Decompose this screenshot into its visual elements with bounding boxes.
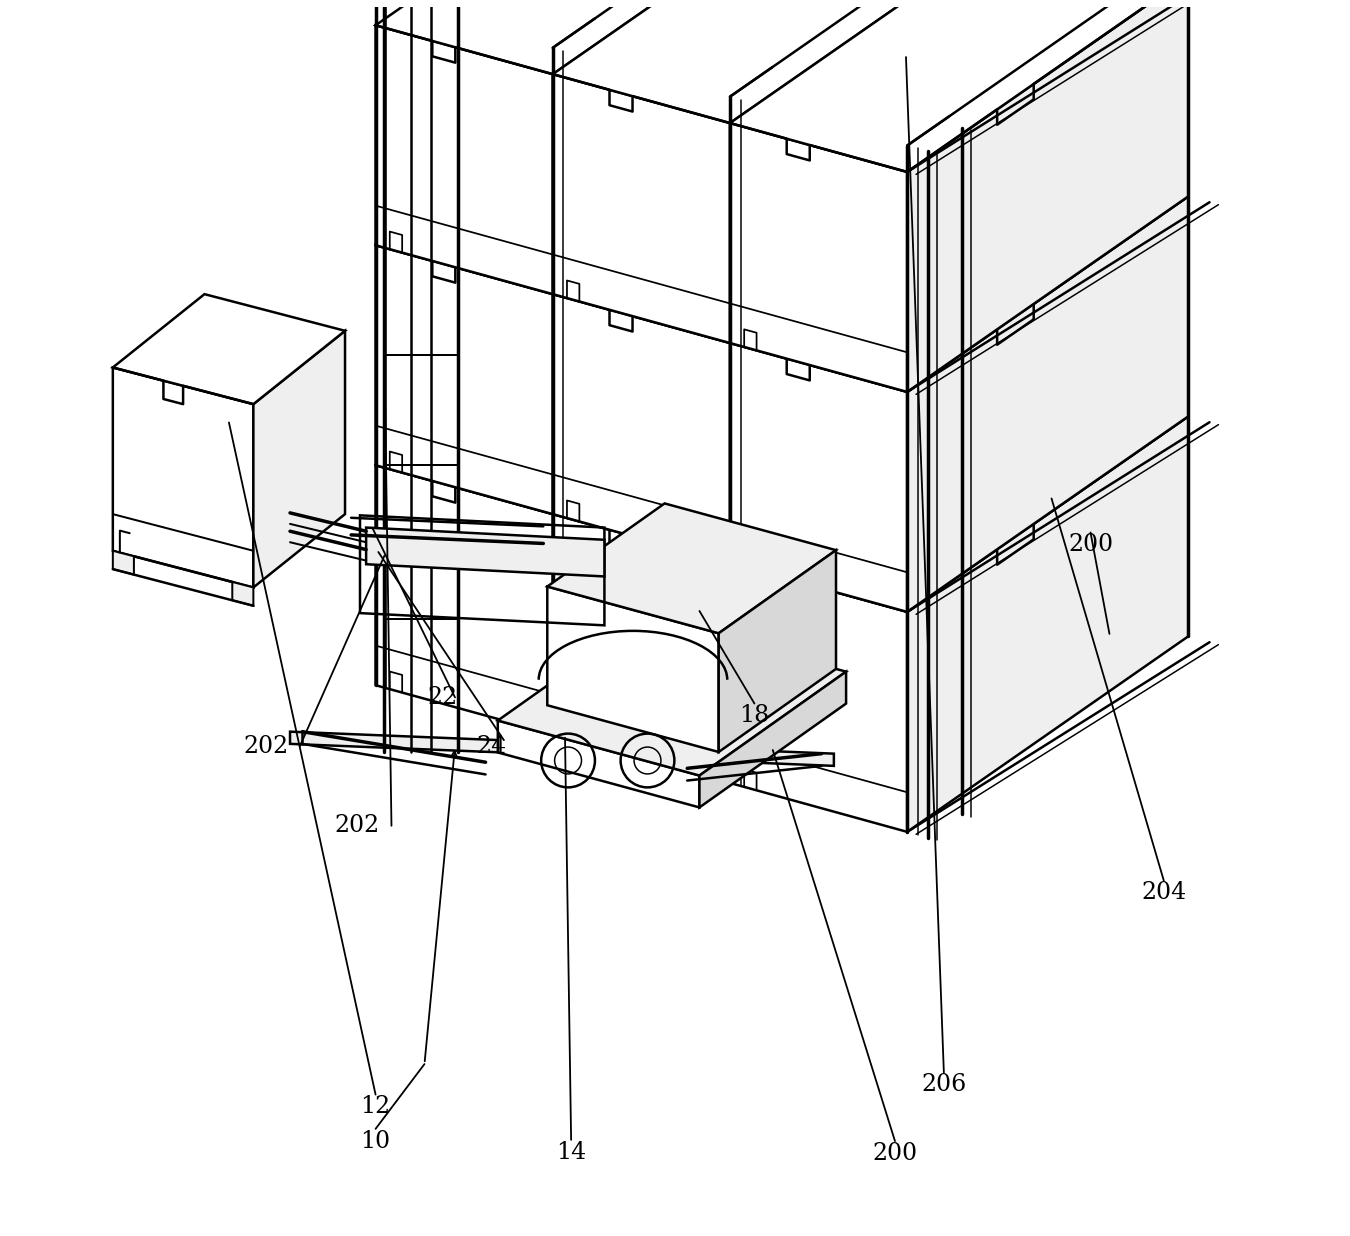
- Text: 24: 24: [477, 735, 506, 758]
- Polygon shape: [254, 331, 346, 587]
- Text: 14: 14: [556, 1141, 586, 1163]
- Polygon shape: [552, 294, 730, 564]
- Polygon shape: [547, 587, 718, 751]
- Polygon shape: [375, 245, 552, 514]
- Polygon shape: [907, 417, 1188, 832]
- Polygon shape: [718, 550, 836, 751]
- Polygon shape: [730, 124, 907, 392]
- Polygon shape: [552, 0, 1011, 124]
- Polygon shape: [907, 197, 1188, 612]
- Polygon shape: [375, 0, 834, 74]
- Polygon shape: [730, 564, 907, 832]
- Polygon shape: [290, 732, 834, 766]
- Text: 12: 12: [360, 1095, 390, 1119]
- Polygon shape: [730, 0, 1188, 172]
- Polygon shape: [699, 671, 846, 807]
- Polygon shape: [375, 465, 552, 734]
- Polygon shape: [113, 294, 346, 404]
- Polygon shape: [907, 0, 1188, 392]
- Text: 204: 204: [1141, 881, 1187, 905]
- Polygon shape: [552, 514, 730, 782]
- Polygon shape: [730, 344, 907, 612]
- Text: 202: 202: [335, 815, 379, 837]
- Text: 202: 202: [243, 735, 288, 758]
- Text: 206: 206: [921, 1073, 967, 1096]
- Polygon shape: [547, 503, 836, 633]
- Polygon shape: [552, 74, 730, 344]
- Polygon shape: [113, 367, 254, 587]
- Polygon shape: [375, 25, 552, 294]
- Text: 22: 22: [428, 686, 458, 709]
- Text: 200: 200: [872, 1142, 918, 1164]
- Polygon shape: [366, 528, 605, 576]
- Polygon shape: [498, 617, 846, 775]
- Polygon shape: [113, 551, 134, 575]
- Text: 200: 200: [1068, 533, 1114, 556]
- Polygon shape: [498, 721, 699, 807]
- Text: 10: 10: [360, 1130, 390, 1152]
- Text: 18: 18: [740, 705, 770, 727]
- Polygon shape: [232, 582, 254, 606]
